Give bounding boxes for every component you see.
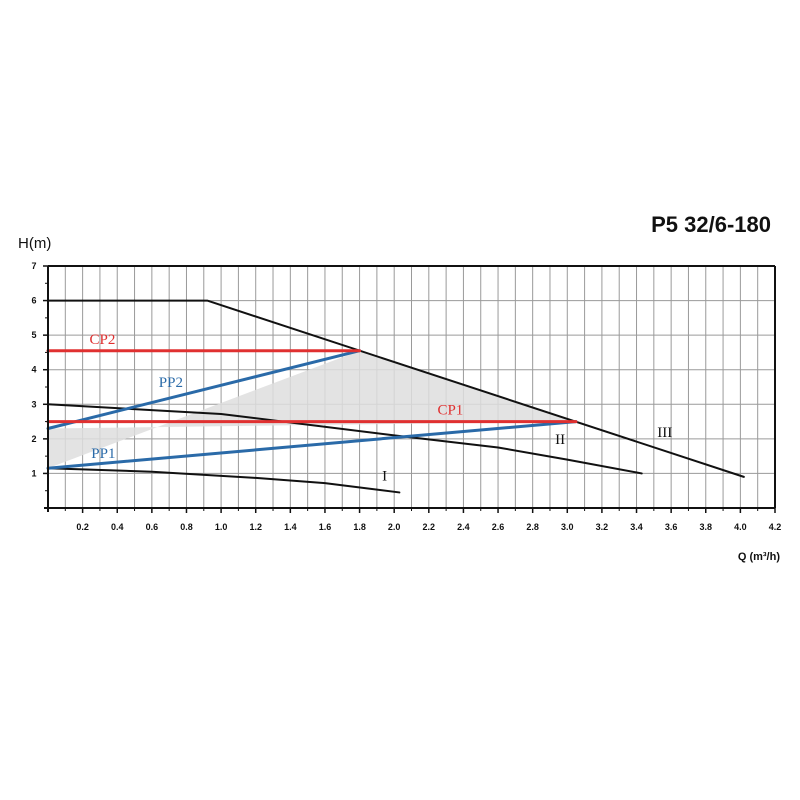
x-tick-label: 2.4 xyxy=(457,522,470,532)
curve-label-pp2: PP2 xyxy=(159,375,183,391)
axis-ticks: 1 2 3 4 5 6 7 0.2 0.4 0.6 0.8 1.0 1.2 1.4 1.6 1.8 2.0 2.2… xyxy=(31,261,781,532)
x-tick-label: 4.2 xyxy=(769,522,782,532)
x-axis-label: Q (m³/h) xyxy=(738,551,780,563)
curve-label-cp1: CP1 xyxy=(437,403,463,419)
y-tick-label: 1 xyxy=(31,468,36,478)
series-line-pp1 xyxy=(46,420,578,470)
x-tick-label: 1.2 xyxy=(249,522,262,532)
y-tick-label: 7 xyxy=(31,261,36,271)
x-tick-label: 2.0 xyxy=(388,522,401,532)
plot-frame xyxy=(44,265,776,512)
x-tick-label: 1.0 xyxy=(215,522,228,532)
curve-label-i: I xyxy=(382,468,387,484)
x-tick-label: 0.2 xyxy=(76,522,89,532)
chart-title: P5 32/6-180 xyxy=(651,212,771,237)
x-tick-label: 2.6 xyxy=(492,522,505,532)
x-tick-label: 4.0 xyxy=(734,522,747,532)
x-tick-label: 2.2 xyxy=(423,522,436,532)
x-tick-label: 1.6 xyxy=(319,522,332,532)
x-tick-label: 3.0 xyxy=(561,522,574,532)
x-tick-label: 1.8 xyxy=(353,522,366,532)
curve-label-cp2: CP2 xyxy=(90,332,116,348)
y-tick-label: 6 xyxy=(31,296,36,306)
series-line-iii xyxy=(47,299,745,478)
x-tick-label: 0.6 xyxy=(146,522,159,532)
x-tick-label: 0.8 xyxy=(180,522,193,532)
x-tick-label: 0.4 xyxy=(111,522,124,532)
series-line-ii xyxy=(47,403,643,475)
curve-label-pp1: PP1 xyxy=(91,446,115,462)
operating-area xyxy=(48,350,576,469)
curve-label-ii: II xyxy=(555,432,565,448)
y-axis-label: H(m) xyxy=(18,235,51,252)
x-tick-label: 2.8 xyxy=(526,522,539,532)
operating-area-shape xyxy=(48,350,576,469)
y-tick-label: 5 xyxy=(31,330,36,340)
series-group xyxy=(46,299,745,494)
series-line-i xyxy=(47,467,401,494)
y-tick-label: 2 xyxy=(31,434,36,444)
y-tick-label: 4 xyxy=(31,365,36,375)
series-line-pp2 xyxy=(46,349,362,430)
x-tick-label: 3.2 xyxy=(596,522,609,532)
x-tick-label: 3.4 xyxy=(630,522,643,532)
x-tick-label: 1.4 xyxy=(284,522,297,532)
y-tick-label: 3 xyxy=(31,399,36,409)
x-tick-label: 3.6 xyxy=(665,522,678,532)
curve-label-iii: III xyxy=(657,425,672,441)
x-tick-label: 3.8 xyxy=(700,522,713,532)
